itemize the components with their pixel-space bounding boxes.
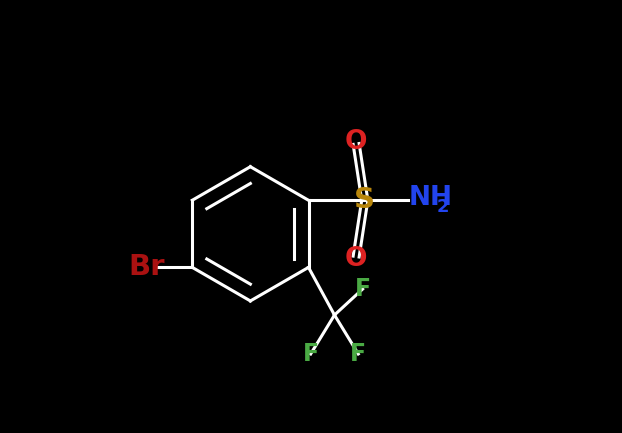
Text: O: O [345,246,368,272]
Text: NH: NH [409,185,453,211]
Text: F: F [350,342,366,366]
Text: O: O [345,129,368,155]
Text: 2: 2 [437,198,449,216]
Text: F: F [355,277,371,301]
Text: S: S [355,186,375,214]
Text: F: F [303,342,318,366]
Text: Br: Br [129,253,165,281]
